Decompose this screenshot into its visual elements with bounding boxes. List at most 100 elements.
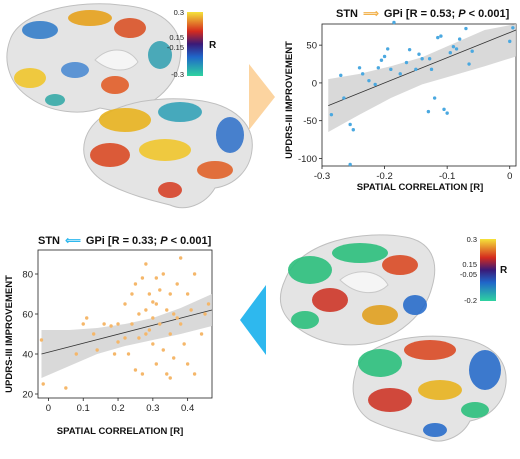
chart-bottom-point-30 [158, 322, 162, 326]
chart-top-ytick-label-2: -50 [303, 116, 317, 127]
arrow-left-small-icon: ⟸ [65, 235, 81, 247]
chart-top-point-14 [389, 67, 393, 72]
chart-top-point-26 [436, 35, 440, 40]
chart-bottom-point-23 [147, 292, 152, 296]
chart-bottom-title: STN ⟸ GPi [R = 0.33; P < 0.001] [38, 235, 212, 247]
arrow-right-icon [249, 64, 275, 130]
chart-top-xlabel: SPATIAL CORRELATION [R] [357, 182, 483, 193]
chart-bottom-regression-line [41, 309, 213, 355]
chart-bottom-point-9 [109, 324, 113, 328]
chart-bottom-ytick-label-0: 80 [22, 270, 33, 281]
chart-bottom-point-33 [165, 308, 169, 312]
chart-top-ytick-label-1: 0 [312, 78, 317, 89]
chart-top-xtick-label-2: -0.1 [439, 171, 455, 182]
chart-bottom-point-8 [102, 322, 106, 326]
chart-bottom-point-45 [189, 308, 193, 312]
arrow-left-icon [240, 285, 266, 355]
chart-bottom-point-58 [154, 276, 159, 280]
title-p: P [458, 8, 466, 20]
chart-top-xtick-label-0: -0.3 [314, 171, 330, 182]
chart-top-ytick-label-0: 50 [306, 41, 317, 52]
chart-top-point-10 [376, 66, 381, 70]
chart-top-point-27 [439, 34, 443, 38]
cb-bottom-tick-0: 0.3 [467, 235, 477, 244]
chart-bottom-point-6 [91, 332, 96, 336]
cb-bottom-tick-3: -0.2 [464, 296, 477, 305]
chart-top-point-0 [329, 112, 334, 117]
chart-bottom-point-41 [178, 322, 183, 326]
arrow-right [247, 62, 277, 132]
chart-top-point-30 [448, 51, 452, 55]
chart-top-point-36 [470, 49, 474, 53]
chart-top-point-18 [407, 47, 412, 52]
chart-top-point-4 [351, 128, 355, 132]
chart-bottom-point-57 [144, 332, 148, 336]
chart-bottom-ytick-label-2: 40 [22, 350, 33, 361]
chart-bottom-point-47 [192, 372, 197, 376]
chart-bottom-point-34 [165, 372, 169, 376]
chart-bottom-point-48 [199, 332, 204, 336]
chart-top-confidence-band [328, 24, 516, 133]
chart-top-point-8 [367, 78, 371, 83]
chart-bottom-point-35 [168, 292, 172, 296]
cb-bottom-tick-1: 0.15 [462, 260, 477, 269]
title-from: STN [336, 8, 358, 20]
title-p: P [160, 235, 168, 247]
chart-bottom-xtick-label-1: 0.1 [77, 403, 90, 414]
cb-top-tick-0: 0.3 [174, 8, 184, 17]
chart-top-point-3 [348, 122, 352, 127]
chart-bottom-point-43 [185, 292, 190, 296]
chart-bottom-point-5 [85, 316, 89, 320]
chart-bottom-ytick-label-1: 60 [22, 310, 33, 321]
chart-top-point-1 [339, 73, 343, 78]
chart-bottom-point-38 [172, 356, 176, 360]
arrow-right-small-icon: ⟹ [363, 8, 379, 20]
chart-bottom-point-31 [161, 272, 165, 276]
brain-3d-icon: 0.3 0.15 -0.05 -0.2 R [279, 234, 508, 442]
chart-bottom-point-10 [112, 352, 117, 356]
brain-medial-view [6, 3, 182, 113]
cb-bottom-label: R [500, 265, 508, 276]
chart-bottom-point-20 [140, 372, 145, 376]
cb-bottom-tick-2: -0.05 [460, 270, 477, 279]
chart-top-xtick-label-1: -0.2 [376, 171, 392, 182]
chart-bottom-xtick-label-0: 0 [46, 403, 51, 414]
chart-top-point-35 [467, 62, 471, 66]
chart-bottom-point-42 [182, 342, 186, 346]
chart-bottom-point-44 [185, 362, 190, 366]
title-rest: < 0.001] [466, 8, 510, 20]
chart-top-regression-line [328, 29, 517, 106]
chart-bottom-point-55 [168, 376, 172, 380]
title-rest: < 0.001] [168, 235, 212, 247]
chart-bottom-point-26 [151, 342, 155, 346]
chart-top-point-2 [342, 96, 346, 100]
chart-top-point-19 [414, 67, 418, 72]
colorbar-top: 0.3 0.15 -0.15 -0.3 R [167, 8, 217, 79]
chart-top: STN ⟹ GPi [R = 0.53; P < 0.001] SPATIAL … [280, 0, 520, 200]
chart-bottom-point-21 [144, 308, 148, 312]
chart-bottom-point-32 [161, 348, 165, 352]
brain-lateral-view [352, 335, 507, 442]
chart-top-point-32 [454, 47, 459, 51]
chart-bottom-point-4 [81, 322, 85, 326]
chart-bottom-xlabel: SPATIAL CORRELATION [R] [57, 426, 183, 437]
chart-bottom-point-49 [203, 312, 207, 316]
chart-bottom-point-27 [154, 302, 159, 306]
chart-top-point-29 [445, 111, 449, 115]
chart-top-point-12 [382, 54, 387, 59]
chart-top-point-20 [417, 52, 421, 56]
chart-bottom-point-25 [151, 316, 155, 320]
cb-top-tick-3: -0.3 [171, 70, 184, 79]
chart-top-point-31 [451, 44, 456, 49]
chart-bottom-point-17 [137, 312, 141, 316]
title-from: STN [38, 235, 60, 247]
cb-top-tick-2: -0.15 [167, 43, 184, 52]
chart-bottom-point-7 [95, 348, 99, 352]
chart-bottom-point-39 [175, 282, 179, 286]
chart-bottom-ytick-label-3: 20 [22, 390, 33, 401]
chart-bottom-point-28 [154, 362, 159, 366]
chart-top-point-7 [360, 72, 365, 76]
chart-top-point-16 [398, 72, 402, 76]
chart-top-point-38 [511, 26, 515, 30]
chart-top-point-22 [426, 109, 431, 114]
